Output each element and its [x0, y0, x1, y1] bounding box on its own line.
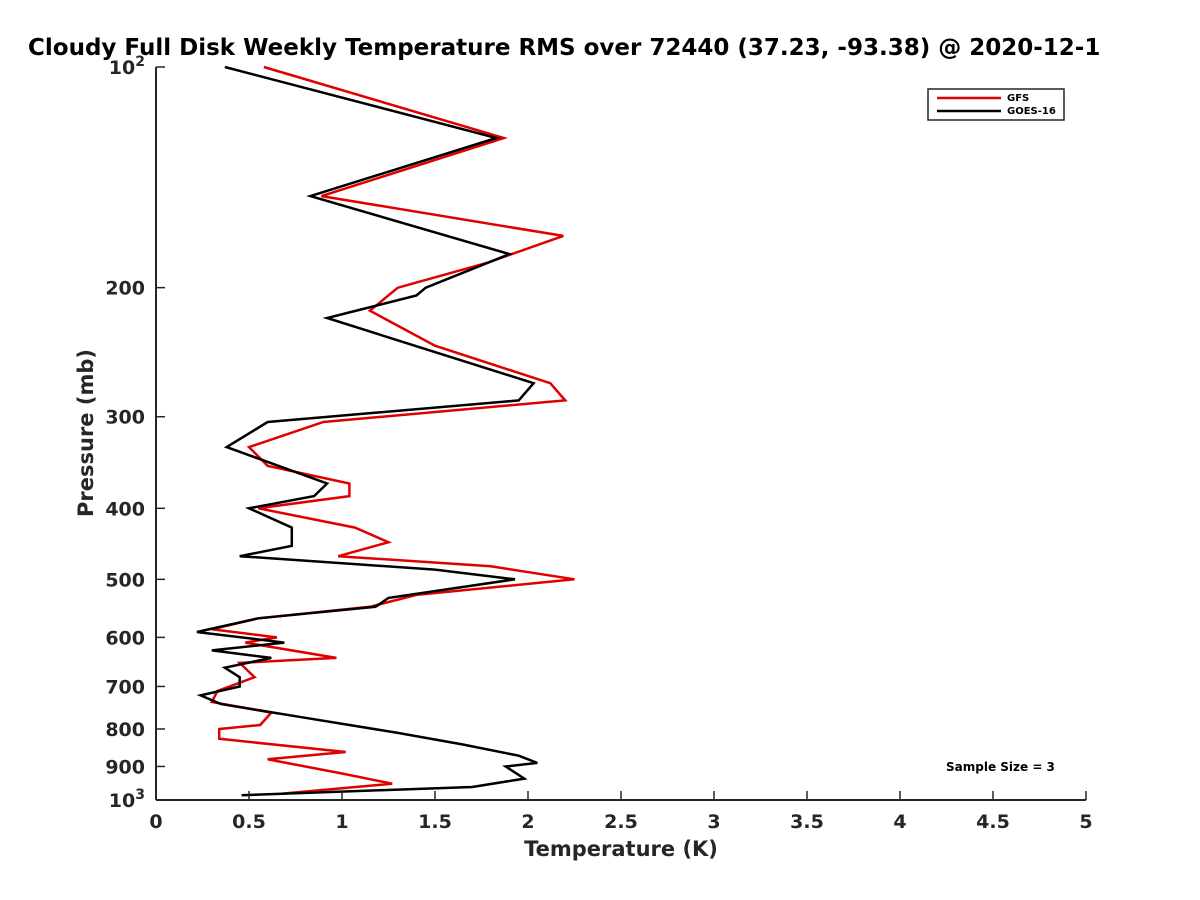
y-tick-label: 500 [105, 569, 145, 591]
x-tick-label: 4.5 [976, 811, 1010, 833]
series-layer [196, 65, 575, 797]
y-tick-label: 600 [105, 627, 145, 649]
x-tick-label: 3 [707, 811, 720, 833]
x-tick-label: 4 [893, 811, 906, 833]
y-axis-label: Pressure (mb) [74, 349, 98, 517]
x-tick-label: 3.5 [790, 811, 824, 833]
x-tick-label: 5 [1079, 811, 1092, 833]
y-tick-label: 200 [105, 278, 145, 300]
legend: GFS GOES-16 [927, 88, 1065, 121]
legend-label-gfs: GFS [1007, 93, 1029, 104]
y-tick-label: 102 [109, 54, 145, 79]
y-tick-label: 800 [105, 719, 145, 741]
x-tick-label: 1.5 [418, 811, 452, 833]
series-line-goes16 [196, 65, 538, 797]
axes [155, 67, 1086, 801]
sample-size-annotation: Sample Size = 3 [946, 760, 1055, 774]
y-tick-label: 700 [105, 676, 145, 698]
y-ticks: 102 200 300 400 500 600 700 800 900 103 [105, 54, 165, 812]
x-tick-label: 0.5 [232, 811, 266, 833]
legend-box [927, 88, 1065, 121]
x-tick-label: 0 [149, 811, 162, 833]
chart-title: Cloudy Full Disk Weekly Temperature RMS … [28, 35, 1100, 61]
y-tick-label: 400 [105, 498, 145, 520]
x-tick-label: 2 [521, 811, 534, 833]
x-tick-label: 1 [335, 811, 348, 833]
x-ticks: 0 0.5 1 1.5 2 2.5 3 3.5 4 4.5 5 [149, 791, 1093, 833]
series-line-gfs [209, 65, 575, 795]
legend-label-goes16: GOES-16 [1007, 106, 1056, 117]
y-tick-label: 300 [105, 407, 145, 429]
x-tick-label: 2.5 [604, 811, 638, 833]
y-tick-label: 103 [109, 787, 145, 812]
y-tick-label: 900 [105, 756, 145, 778]
x-axis-label: Temperature (K) [524, 837, 718, 861]
